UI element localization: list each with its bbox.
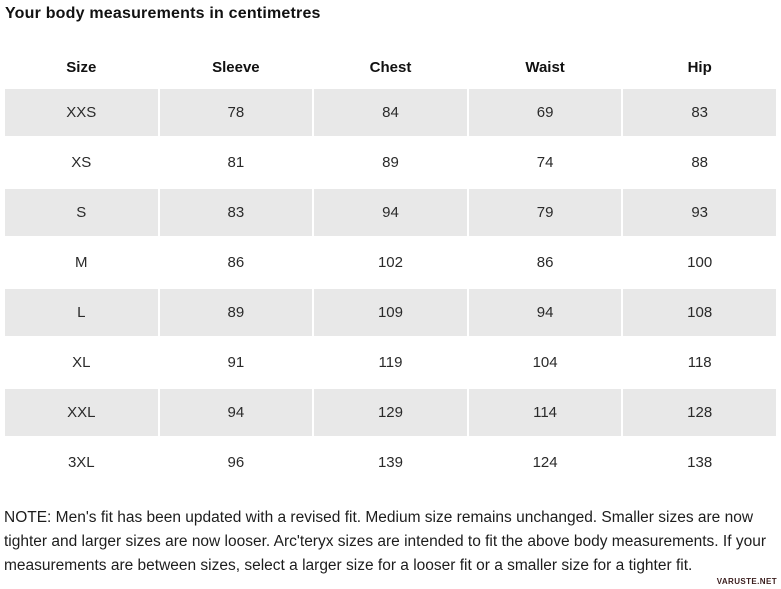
size-label-cell: 3XL <box>5 439 158 486</box>
measurement-cell: 119 <box>314 339 467 386</box>
measurement-cell: 91 <box>159 339 313 386</box>
measurement-cell: 104 <box>468 339 622 386</box>
measurement-cell: 96 <box>159 439 313 486</box>
table-row-s: S 83 94 79 93 <box>5 189 776 236</box>
measurement-cell: 100 <box>623 239 776 286</box>
size-label-cell: XXS <box>5 89 158 136</box>
column-header-sleeve: Sleeve <box>159 49 313 86</box>
table-row-xxl: XXL 94 129 114 128 <box>5 389 776 436</box>
measurement-cell: 94 <box>159 389 313 436</box>
measurement-cell: 102 <box>314 239 467 286</box>
measurement-cell: 114 <box>468 389 622 436</box>
table-row-xxs: XXS 78 84 69 83 <box>5 89 776 136</box>
measurement-cell: 139 <box>314 439 467 486</box>
table-row-xs: XS 81 89 74 88 <box>5 139 776 186</box>
table-header-row: Size Sleeve Chest Waist Hip <box>5 49 776 86</box>
column-header-size: Size <box>5 49 158 86</box>
measurement-cell: 118 <box>623 339 776 386</box>
measurement-cell: 83 <box>159 189 313 236</box>
column-header-hip: Hip <box>623 49 776 86</box>
measurement-cell: 88 <box>623 139 776 186</box>
watermark: VARUSTE.NET <box>716 577 777 586</box>
measurement-cell: 79 <box>468 189 622 236</box>
measurement-cell: 124 <box>468 439 622 486</box>
measurement-cell: 84 <box>314 89 467 136</box>
measurement-cell: 86 <box>159 239 313 286</box>
table-body: XXS 78 84 69 83 XS 81 89 74 88 S 83 94 79 93 M 86 102 86 10… <box>5 89 776 486</box>
measurement-cell: 78 <box>159 89 313 136</box>
measurement-cell: 81 <box>159 139 313 186</box>
column-header-chest: Chest <box>314 49 467 86</box>
measurement-cell: 129 <box>314 389 467 436</box>
measurement-cell: 89 <box>314 139 467 186</box>
size-label-cell: XS <box>5 139 158 186</box>
column-header-waist: Waist <box>468 49 622 86</box>
table-row-l: L 89 109 94 108 <box>5 289 776 336</box>
measurement-cell: 69 <box>468 89 622 136</box>
measurement-cell: 138 <box>623 439 776 486</box>
measurement-cell: 108 <box>623 289 776 336</box>
measurement-cell: 109 <box>314 289 467 336</box>
measurement-cell: 94 <box>314 189 467 236</box>
size-label-cell: XL <box>5 339 158 386</box>
measurement-cell: 128 <box>623 389 776 436</box>
page-title: Your body measurements in centimetres <box>5 5 321 22</box>
measurement-cell: 83 <box>623 89 776 136</box>
measurements-table: Size Sleeve Chest Waist Hip XXS 78 84 69 83 XS 81 8… <box>3 46 778 489</box>
note-text: NOTE: Men's fit has been updated with a … <box>4 509 766 574</box>
table-row-m: M 86 102 86 100 <box>5 239 776 286</box>
measurement-cell: 74 <box>468 139 622 186</box>
measurement-cell: 86 <box>468 239 622 286</box>
table-row-3xl: 3XL 96 139 124 138 <box>5 439 776 486</box>
size-label-cell: XXL <box>5 389 158 436</box>
table-head: Size Sleeve Chest Waist Hip <box>5 49 776 86</box>
size-label-cell: L <box>5 289 158 336</box>
table-row-xl: XL 91 119 104 118 <box>5 339 776 386</box>
measurement-cell: 94 <box>468 289 622 336</box>
measurement-cell: 93 <box>623 189 776 236</box>
size-label-cell: M <box>5 239 158 286</box>
measurement-cell: 89 <box>159 289 313 336</box>
size-label-cell: S <box>5 189 158 236</box>
